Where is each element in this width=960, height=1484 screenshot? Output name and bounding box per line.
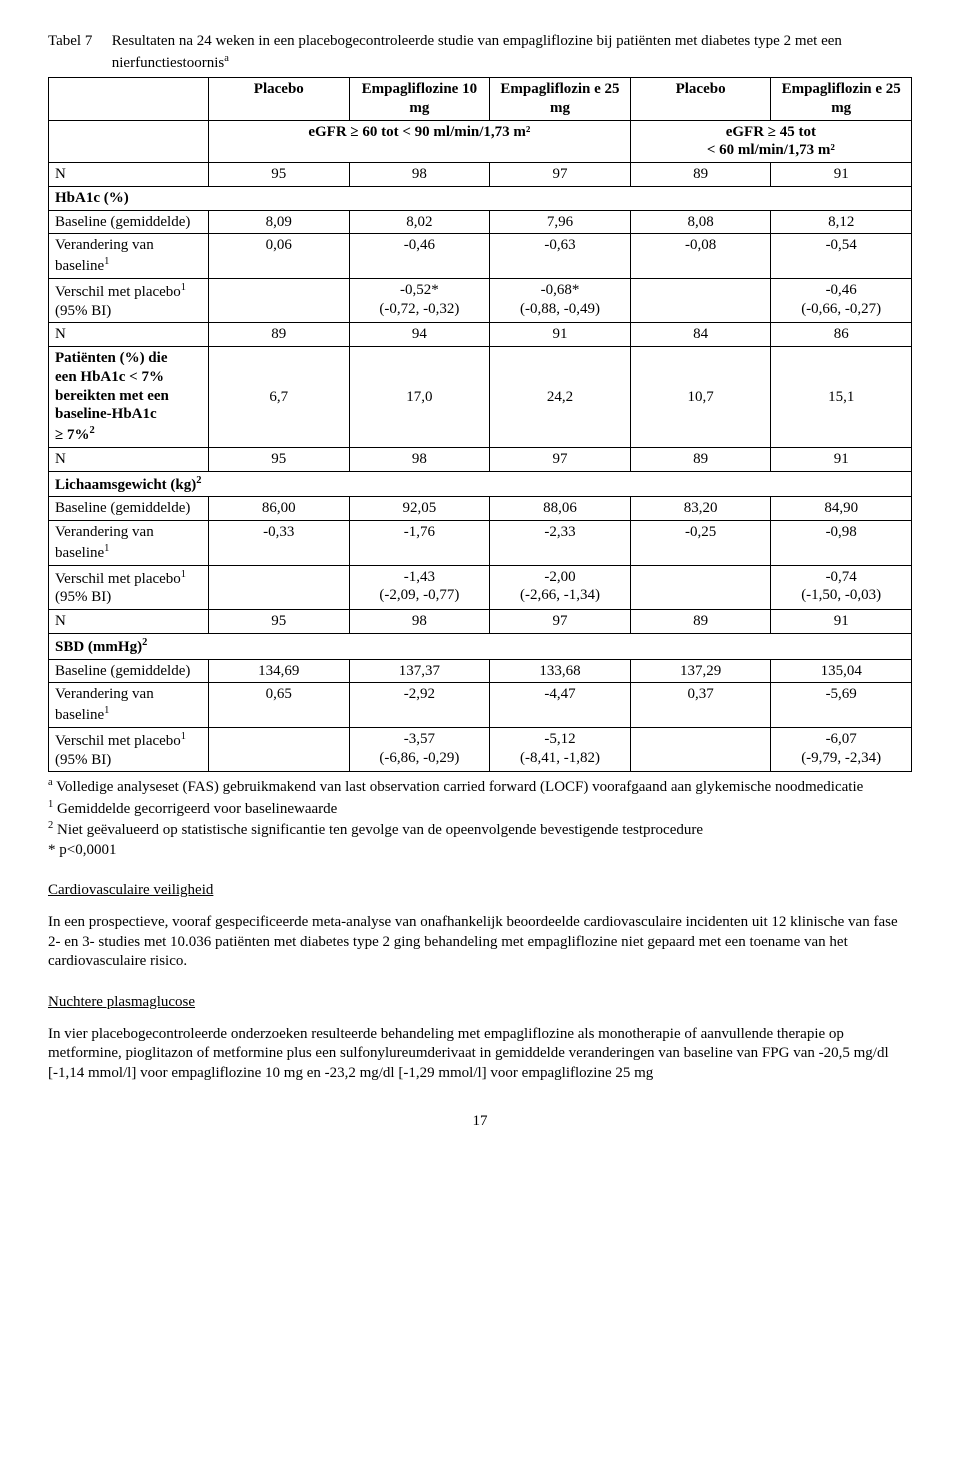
bw-baseline-label: Baseline (gemiddelde) xyxy=(49,497,209,521)
npg-heading: Nuchtere plasmaglucose xyxy=(48,994,912,1011)
cv-paragraph: In een prospectieve, vooraf gespecificee… xyxy=(48,913,912,972)
results-table: Placebo Empagliflozine 10 mg Empaglifloz… xyxy=(48,77,912,772)
table-desc: Resultaten na 24 weken in een placebogec… xyxy=(112,32,892,73)
col-placebo2: Placebo xyxy=(630,78,771,121)
footnote-2: 2 Niet geëvalueerd op statistische signi… xyxy=(48,819,912,841)
row-n4-label: N xyxy=(49,610,209,634)
bodyweight-section: Lichaamsgewicht (kg)2 xyxy=(49,471,912,497)
bw-change-label: Verandering van baseline1 xyxy=(49,521,209,566)
page-number: 17 xyxy=(48,1113,912,1130)
bw-diff-label: Verschil met placebo1 (95% BI) xyxy=(49,565,209,610)
row-n1-label: N xyxy=(49,163,209,187)
row-n2-label: N xyxy=(49,323,209,347)
hba1c-diff-label: Verschil met placebo1 (95% BI) xyxy=(49,278,209,323)
hba1c-baseline-label: Baseline (gemiddelde) xyxy=(49,210,209,234)
egfr-right: eGFR ≥ 45 tot < 60 ml/min/1,73 m² xyxy=(630,120,911,163)
sbd-baseline-label: Baseline (gemiddelde) xyxy=(49,659,209,683)
footnote-a: a Volledige analyseset (FAS) gebruikmake… xyxy=(48,776,912,798)
table-title: Tabel 7 Resultaten na 24 weken in een pl… xyxy=(48,32,912,73)
sbd-section: SBD (mmHg)2 xyxy=(49,633,912,659)
row-n3-label: N xyxy=(49,447,209,471)
hba1c-change-label: Verandering van baseline1 xyxy=(49,234,209,279)
cv-heading: Cardiovasculaire veiligheid xyxy=(48,882,912,899)
egfr-left: eGFR ≥ 60 tot < 90 ml/min/1,73 m² xyxy=(209,120,631,163)
hba1c-section: HbA1c (%) xyxy=(49,186,912,210)
col-empa25b: Empagliflozin e 25 mg xyxy=(771,78,912,121)
col-empa25a: Empagliflozin e 25 mg xyxy=(490,78,631,121)
footnote-star: * p<0,0001 xyxy=(48,841,912,861)
footnote-1: 1 Gemiddelde gecorrigeerd voor baselinew… xyxy=(48,798,912,820)
col-empa10: Empagliflozine 10 mg xyxy=(349,78,490,121)
sbd-change-label: Verandering van baseline1 xyxy=(49,683,209,728)
sbd-diff-label: Verschil met placebo1 (95% BI) xyxy=(49,727,209,772)
table-label: Tabel 7 xyxy=(48,32,108,52)
footnotes: a Volledige analyseset (FAS) gebruikmake… xyxy=(48,776,912,860)
pct-patients-label: Patiënten (%) die een HbA1c < 7% bereikt… xyxy=(49,347,209,448)
npg-paragraph: In vier placebogecontroleerde onderzoeke… xyxy=(48,1025,912,1084)
col-placebo: Placebo xyxy=(209,78,350,121)
